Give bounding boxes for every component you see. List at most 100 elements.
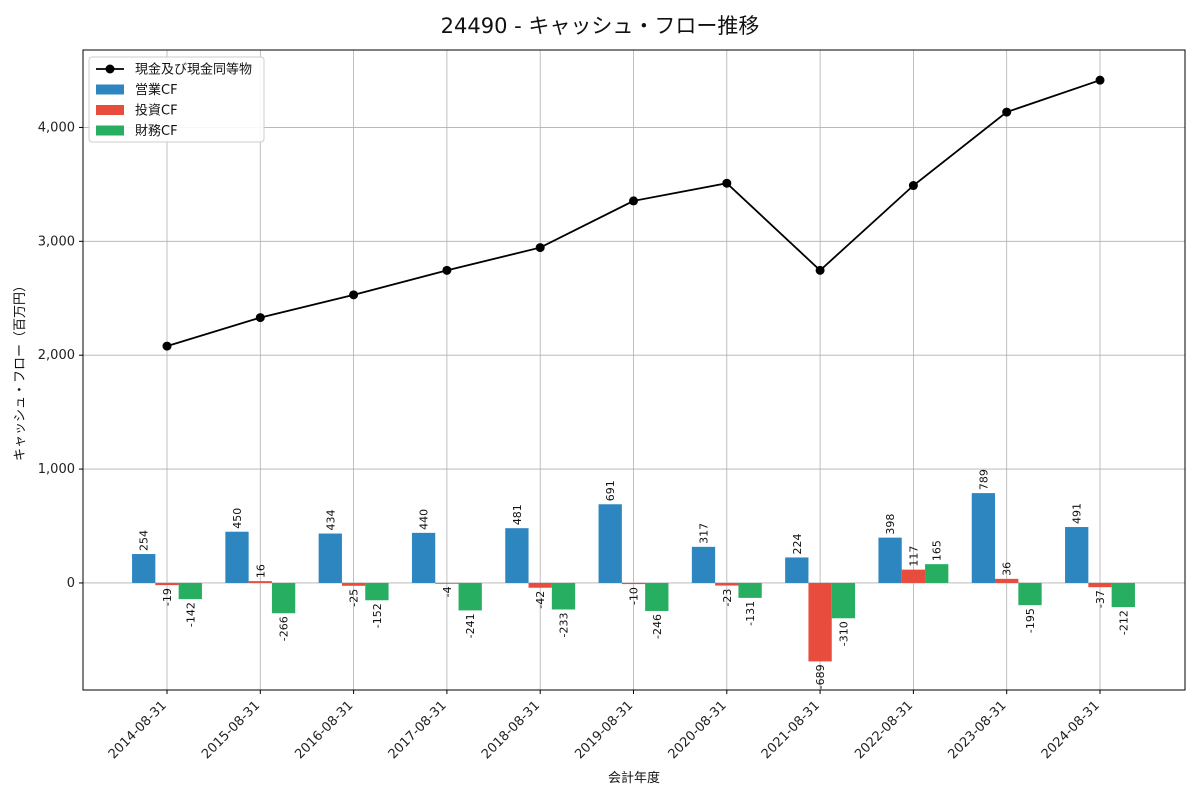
bar-value-label: 165	[931, 540, 944, 561]
cash-equivalents-point	[629, 196, 638, 206]
legend-marker-swatch	[105, 64, 115, 74]
bar-営業CF	[878, 537, 902, 583]
bar-value-label: -4	[441, 586, 454, 597]
bar-value-label: -131	[744, 601, 757, 626]
x-tick-label: 2017-08-31	[386, 698, 450, 762]
bar-営業CF	[505, 528, 529, 583]
bar-value-label: 691	[604, 480, 617, 501]
bar-value-label: -19	[161, 588, 174, 606]
bar-value-label: -246	[651, 614, 664, 639]
bar-value-label: -689	[814, 664, 827, 689]
cash-equivalents-point	[908, 181, 918, 191]
bar-財務CF	[738, 582, 762, 598]
cash-equivalents-point	[162, 341, 172, 351]
bar-財務CF	[551, 582, 576, 610]
cash-equivalents-point	[722, 178, 732, 188]
legend-label: 営業CF	[135, 82, 178, 98]
x-tick-label: 2023-08-31	[945, 698, 1009, 762]
x-tick-label: 2020-08-31	[666, 698, 730, 762]
bar-財務CF	[925, 564, 949, 583]
bar-営業CF	[691, 546, 716, 583]
legend-label: 財務CF	[135, 124, 178, 139]
bar-営業CF	[411, 532, 436, 583]
bar-投資CF	[808, 582, 832, 662]
chart-title: 24490 - キャッシュ・フロー推移	[441, 14, 760, 38]
bar-投資CF	[155, 582, 179, 586]
line-layer	[162, 75, 1105, 351]
bar-営業CF	[318, 533, 342, 583]
bar-投資CF	[435, 582, 459, 584]
bar-value-label: -212	[1117, 610, 1130, 635]
bar-財務CF	[365, 582, 389, 601]
bar-営業CF	[132, 554, 156, 583]
bar-営業CF	[971, 493, 996, 583]
x-tick-label: 2021-08-31	[759, 698, 823, 762]
x-axis-label: 会計年度	[608, 770, 660, 786]
bar-投資CF	[528, 582, 552, 588]
bar-value-label: 16	[254, 564, 267, 578]
bar-value-label: 254	[138, 530, 151, 551]
legend-bar-swatch	[96, 105, 124, 115]
bar-営業CF	[1065, 527, 1089, 583]
x-tick-label: 2024-08-31	[1039, 698, 1103, 762]
y-axis-label: キャッシュ・フロー（百万円）	[13, 279, 28, 461]
bar-投資CF	[341, 582, 366, 586]
y-tick-label: 3,000	[38, 234, 75, 249]
bar-value-label: -23	[721, 589, 734, 607]
bar-value-label: 450	[231, 508, 244, 529]
bar-投資CF	[715, 582, 739, 586]
bar-layer	[132, 493, 1135, 662]
bar-value-label: 434	[324, 510, 337, 531]
y-tick-label: 2,000	[38, 348, 75, 363]
legend-box	[88, 56, 265, 143]
bar-value-label: 440	[418, 509, 431, 530]
bar-value-label: -25	[348, 589, 361, 607]
bar-財務CF	[178, 582, 202, 600]
tick-layer: 0 1,000 2,000 3,000 4,000 2014-08-31 2015-08-3…	[38, 120, 1103, 762]
cash-equivalents-point	[1095, 75, 1105, 85]
data-label-layer: 254 450 434 440 481 691 317 224 398 789 491 -19 16 -2…	[138, 469, 1131, 689]
bar-財務CF	[1018, 582, 1042, 606]
x-tick-label: 2018-08-31	[479, 698, 543, 762]
bar-value-label: -233	[558, 612, 571, 637]
bar-投資CF	[901, 569, 926, 583]
bar-value-label: 224	[791, 533, 804, 554]
x-tick-label: 2016-08-31	[292, 698, 356, 762]
cash-equivalents-point	[535, 243, 545, 253]
bar-営業CF	[225, 531, 249, 583]
bar-value-label: -37	[1094, 590, 1107, 608]
cash-equivalents-point	[815, 265, 825, 275]
bar-value-label: 481	[511, 504, 524, 525]
bar-value-label: 398	[884, 514, 897, 535]
bar-value-label: 317	[698, 523, 711, 544]
bar-value-label: -142	[184, 602, 197, 627]
cash-equivalents-point	[1002, 107, 1012, 117]
bar-財務CF	[271, 582, 296, 614]
bar-value-label: 491	[1071, 503, 1084, 524]
bar-財務CF	[645, 582, 669, 611]
legend-bar-swatch	[96, 84, 124, 95]
cash-equivalents-point	[442, 265, 452, 275]
bar-value-label: -266	[278, 616, 291, 641]
bar-value-label: 36	[1001, 562, 1014, 576]
x-tick-label: 2015-08-31	[199, 698, 263, 762]
y-tick-label: 0	[67, 576, 75, 591]
cash-equivalents-point	[349, 290, 359, 300]
bar-営業CF	[785, 557, 809, 583]
bar-value-label: -241	[464, 613, 477, 638]
bar-財務CF	[458, 582, 482, 611]
bar-value-label: 789	[977, 469, 990, 490]
x-tick-label: 2019-08-31	[572, 698, 636, 762]
bar-投資CF	[621, 582, 646, 585]
legend-label: 現金及び現金同等物	[135, 62, 252, 78]
bar-value-label: -42	[534, 591, 547, 609]
y-tick-label: 4,000	[38, 120, 75, 135]
bar-財務CF	[1111, 582, 1135, 608]
x-tick-label: 2022-08-31	[852, 698, 916, 762]
bar-投資CF	[995, 578, 1019, 583]
legend-label: 投資CF	[135, 103, 178, 119]
